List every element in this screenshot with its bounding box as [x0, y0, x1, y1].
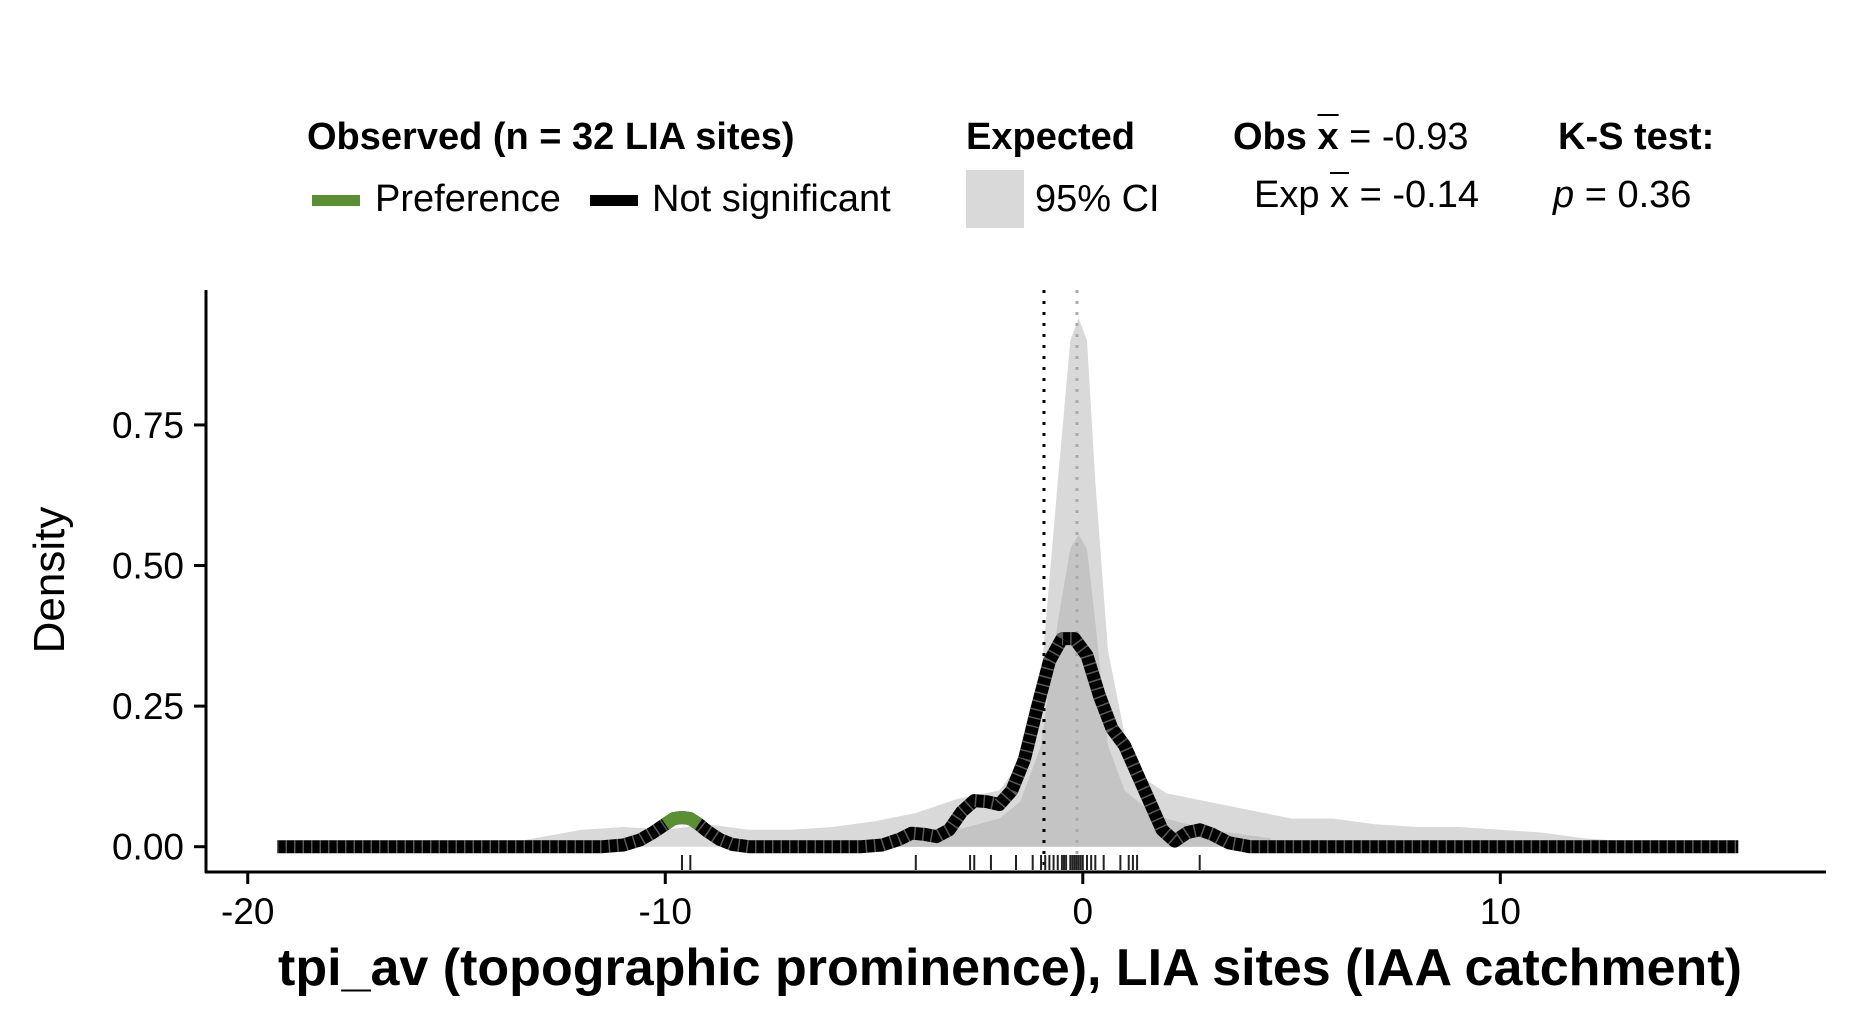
x-tick-label: -10: [639, 891, 692, 932]
legend-ks-title: K-S test:: [1558, 116, 1715, 158]
x-axis-title: tpi_av (topographic prominence), LIA sit…: [278, 939, 1742, 997]
exp-mean-prefix: Exp: [1254, 174, 1331, 216]
legend-preference-swatch: [312, 195, 360, 206]
y-axis-title: Density: [25, 507, 74, 654]
observed-density-layer: [277, 632, 1739, 854]
x-tick-label: -20: [221, 891, 274, 932]
exp-mean-value: = -0.14: [1349, 174, 1479, 216]
legend-observed-mean: Obs x = -0.93: [1233, 116, 1469, 159]
obs-mean-prefix: Obs: [1233, 116, 1318, 158]
obs-mean-symbol: x: [1317, 116, 1339, 158]
expected-ci-inner-band: [894, 534, 1271, 847]
axes: 0.00 0.25 0.50 0.75 -20 -10 0 10: [112, 290, 1826, 932]
mean-lines: [1042, 290, 1079, 868]
ci-inner-area: [894, 534, 1271, 847]
observed-rug: [680, 855, 1201, 870]
legend-ci-label: 95% CI: [1035, 178, 1160, 220]
y-tick-label: 0.25: [112, 686, 184, 727]
y-tick-label: 0.50: [112, 546, 184, 587]
ks-p-symbol: p: [1553, 174, 1575, 216]
ks-p-value: = 0.36: [1574, 174, 1692, 216]
x-tick-label: 0: [1073, 891, 1094, 932]
y-tick-label: 0.75: [112, 405, 184, 446]
legend-expected-mean: Exp x = -0.14: [1254, 174, 1479, 217]
x-tick-label: 10: [1480, 891, 1521, 932]
legend-ks-p: p = 0.36: [1553, 174, 1691, 217]
preference-segment-line: [661, 811, 703, 830]
legend-not-significant-swatch: [590, 195, 638, 206]
obs-mean-value: = -0.93: [1338, 116, 1469, 158]
legend-expected-title: Expected: [966, 116, 1135, 158]
legend-not-significant-label: Not significant: [652, 178, 891, 220]
legend-preference-label: Preference: [375, 178, 561, 220]
legend-ci-swatch: [966, 170, 1024, 228]
exp-mean-symbol: x: [1330, 174, 1350, 216]
y-tick-label: 0.00: [112, 827, 184, 868]
legend-observed-title: Observed (n = 32 LIA sites): [307, 116, 795, 158]
